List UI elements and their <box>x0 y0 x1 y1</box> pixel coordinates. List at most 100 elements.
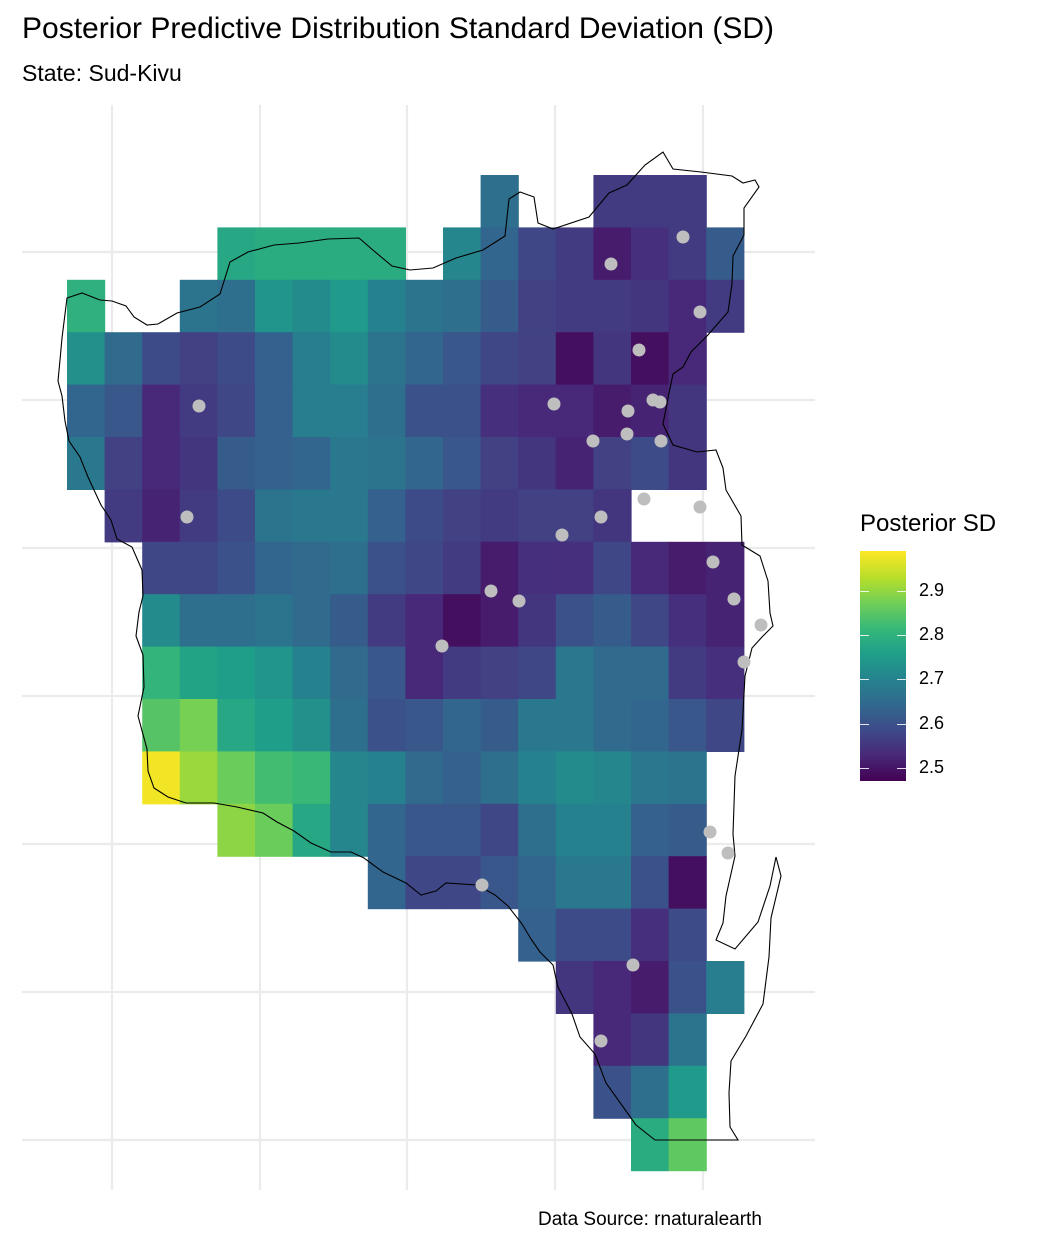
observation-point <box>604 257 618 271</box>
raster-cell <box>217 646 256 700</box>
raster-cell <box>480 751 519 805</box>
raster-cell <box>555 384 594 438</box>
raster-cell <box>217 803 256 857</box>
raster-cell <box>255 594 294 648</box>
raster-cell <box>292 384 331 438</box>
raster-cell <box>706 961 745 1014</box>
raster-cell <box>330 751 369 805</box>
raster-cell <box>518 489 557 543</box>
raster-cell <box>518 908 557 962</box>
legend-tick-mark <box>860 723 869 725</box>
raster-cell <box>217 437 256 490</box>
raster-cell <box>443 332 482 386</box>
legend-tick-label: 2.5 <box>919 756 945 777</box>
raster-cell <box>631 175 670 228</box>
observation-point <box>594 510 608 524</box>
raster-cell <box>367 751 406 805</box>
raster-cell <box>631 646 670 700</box>
raster-cell <box>518 541 557 595</box>
raster-cell <box>668 384 707 438</box>
raster-cell <box>217 332 256 386</box>
raster-cell <box>555 227 594 281</box>
raster-cell <box>367 279 406 333</box>
raster-cell <box>292 646 331 700</box>
raster-cell <box>631 279 670 333</box>
observation-point <box>475 878 489 892</box>
raster-cell <box>443 803 482 857</box>
raster-cell <box>668 1013 707 1067</box>
raster-cell <box>179 332 218 386</box>
raster-cell <box>631 699 670 752</box>
raster-cell <box>518 751 557 805</box>
raster-cell <box>367 594 406 648</box>
raster-cell <box>142 594 181 648</box>
observation-point <box>654 434 668 448</box>
raster-cell <box>255 437 294 490</box>
legend-tick-mark <box>897 679 906 681</box>
raster-cell <box>668 699 707 752</box>
raster-cell <box>443 227 482 281</box>
raster-cell <box>668 908 707 962</box>
raster-cell <box>443 437 482 490</box>
observation-point <box>180 510 194 524</box>
raster-cell <box>480 803 519 857</box>
legend-tick-mark <box>897 635 906 637</box>
raster-cell <box>179 594 218 648</box>
raster-cell <box>405 751 444 805</box>
raster-cell <box>480 489 519 543</box>
raster-cell <box>555 803 594 857</box>
raster-cell <box>67 332 106 386</box>
raster-cell <box>330 437 369 490</box>
raster-cell <box>292 594 331 648</box>
raster-cell <box>67 437 106 490</box>
raster-cell <box>443 751 482 805</box>
raster-cell <box>217 227 256 281</box>
raster-cell <box>631 1013 670 1067</box>
raster-cell <box>593 646 632 700</box>
legend-tick-mark <box>860 635 869 637</box>
raster-cell <box>593 594 632 648</box>
raster-cell <box>480 437 519 490</box>
raster-cell <box>367 437 406 490</box>
sud-kivu-boundary <box>57 151 782 1141</box>
raster-cell <box>480 279 519 333</box>
raster-cell <box>631 908 670 962</box>
raster-cell <box>179 699 218 752</box>
legend-colorbar <box>860 551 906 781</box>
legend-tick-mark <box>860 590 869 592</box>
observation-point <box>484 584 498 598</box>
raster-cell <box>179 279 218 333</box>
raster-cell <box>668 646 707 700</box>
raster-cell <box>367 646 406 700</box>
raster-cell <box>292 699 331 752</box>
raster-cell <box>593 227 632 281</box>
raster-cell <box>555 856 594 910</box>
raster-cell <box>330 646 369 700</box>
raster-cell <box>706 227 745 281</box>
raster-cell <box>668 856 707 910</box>
raster-cell <box>367 332 406 386</box>
raster-cell <box>367 489 406 543</box>
raster-cell <box>555 594 594 648</box>
raster-cell <box>255 227 294 281</box>
raster-cell <box>292 751 331 805</box>
raster-cell <box>555 332 594 386</box>
raster-cell <box>330 541 369 595</box>
raster-cell <box>480 332 519 386</box>
raster-cell <box>555 541 594 595</box>
raster-cell <box>292 279 331 333</box>
raster-cell <box>593 856 632 910</box>
observation-point <box>754 618 768 632</box>
raster-cell <box>706 279 745 333</box>
raster-cell <box>255 384 294 438</box>
raster-cell <box>593 279 632 333</box>
raster-cell <box>330 489 369 543</box>
raster-cell <box>555 279 594 333</box>
raster-cell <box>142 541 181 595</box>
raster-cell <box>668 961 707 1014</box>
raster-cell <box>631 384 670 438</box>
raster-tiles <box>67 175 745 1172</box>
raster-cell <box>367 803 406 857</box>
observation-point <box>435 639 449 653</box>
